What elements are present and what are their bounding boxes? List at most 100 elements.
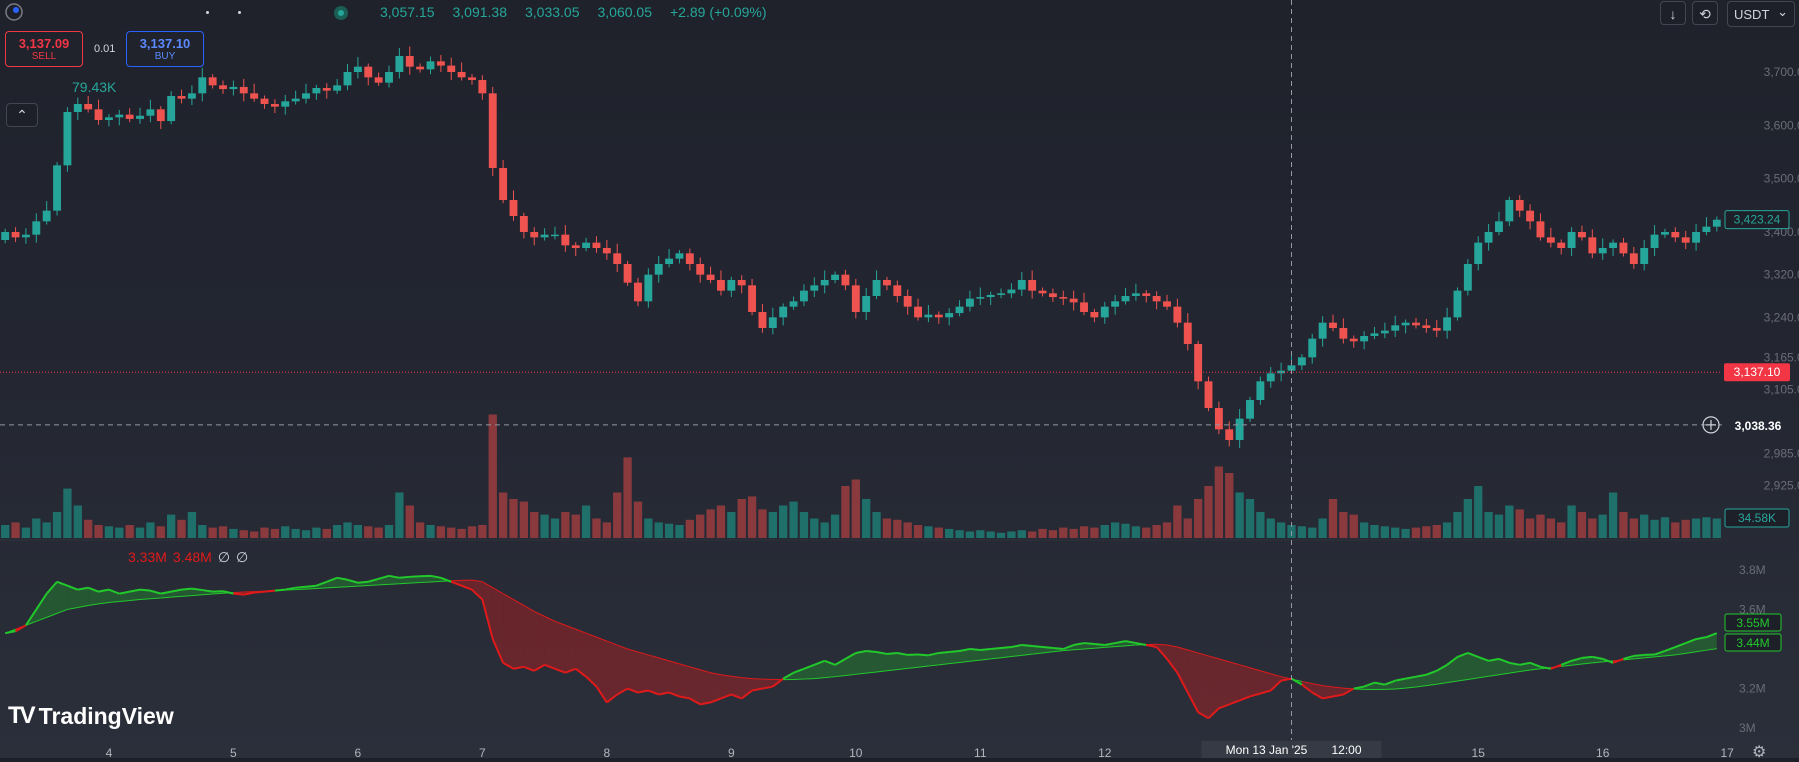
candle-body — [904, 296, 912, 307]
volume-bar — [1682, 520, 1690, 538]
volume-bar — [1526, 519, 1534, 539]
volume-bar — [1049, 530, 1057, 538]
candle-body — [115, 115, 123, 118]
candle-body — [1225, 429, 1233, 440]
candle-body — [1184, 323, 1192, 344]
indicator-fast-line — [1022, 645, 1032, 646]
buy-button[interactable]: 3,137.10 BUY — [126, 31, 204, 67]
volume-bar — [167, 515, 175, 538]
candle-body — [530, 232, 538, 237]
candle-body — [1215, 408, 1223, 429]
volume-bar — [1671, 522, 1679, 538]
candle-body — [613, 253, 621, 264]
indicator-fill — [638, 652, 648, 693]
candle-body — [1028, 280, 1036, 291]
candle-body — [1, 232, 9, 240]
volume-bar — [198, 525, 206, 538]
volume-bar — [1516, 509, 1524, 538]
volume-bar — [177, 520, 185, 538]
volume-bar — [32, 519, 40, 539]
volume-bar — [561, 512, 569, 538]
volume-bar — [364, 526, 372, 538]
volume-bar — [914, 525, 922, 538]
ohlc-low: 3,033.05 — [525, 4, 580, 20]
candle-body — [831, 275, 839, 280]
volume-bar — [115, 528, 123, 538]
volume-bar — [540, 515, 548, 538]
indicator-fill — [1229, 662, 1239, 705]
volume-bar — [406, 506, 414, 539]
app-logo-icon[interactable] — [4, 2, 24, 22]
indicator-fast-line — [182, 589, 192, 590]
volume-bar — [457, 529, 465, 538]
candle-body — [1205, 381, 1213, 408]
collapse-legend-button[interactable]: ⌃ — [6, 103, 38, 127]
candle-body — [84, 104, 92, 109]
candle-body — [1568, 232, 1576, 248]
volume-bar — [209, 528, 217, 538]
candle-body — [1474, 243, 1482, 264]
volume-bar — [489, 415, 497, 539]
candle-body — [1194, 344, 1202, 381]
volume-bar — [1246, 499, 1254, 538]
candle-body — [976, 297, 984, 299]
candle-body — [1329, 323, 1337, 328]
candle-body — [105, 117, 113, 120]
candle-body — [447, 66, 455, 72]
candle-body — [292, 99, 300, 102]
volume-bar — [499, 493, 507, 539]
volume-bar — [1484, 512, 1492, 538]
indicator-fill — [887, 653, 897, 671]
candle-body — [1298, 357, 1306, 365]
tradingview-logo[interactable]: TV TradingView — [8, 702, 174, 730]
volume-bar — [478, 525, 486, 538]
candle-body — [1236, 419, 1244, 440]
indicator-fast-line — [980, 649, 990, 650]
volume-bar — [644, 519, 652, 539]
download-button[interactable]: ↓ — [1660, 1, 1686, 25]
gear-icon[interactable]: ⚙ — [1752, 742, 1766, 762]
indicator-fill — [908, 655, 918, 669]
candle-body — [1422, 325, 1430, 328]
currency-select[interactable]: USDT ⌄ — [1727, 1, 1795, 27]
volume-bar — [1609, 493, 1617, 539]
volume-bar — [1339, 512, 1347, 538]
market-status-icon[interactable] — [334, 6, 348, 20]
volume-bar — [1547, 519, 1555, 539]
time-axis-tick: 5 — [230, 746, 237, 758]
volume-bar — [821, 522, 829, 538]
volume-bar — [1505, 506, 1513, 539]
volume-bar — [1121, 524, 1129, 538]
candle-body — [1142, 293, 1150, 296]
candle-body — [790, 301, 798, 306]
volume-bar — [1194, 499, 1202, 538]
volume-bar — [1080, 526, 1088, 538]
volume-bar — [1702, 517, 1710, 538]
volume-bar — [136, 528, 144, 538]
volume-bar — [738, 499, 746, 538]
sell-button[interactable]: 3,137.09 SELL — [5, 31, 83, 67]
indicator-slow-line — [316, 588, 326, 589]
indicator-fast-line — [1634, 655, 1644, 656]
candle-body — [1682, 237, 1690, 242]
sync-button[interactable]: ⟲ — [1692, 1, 1718, 25]
volume-bar — [1277, 522, 1285, 538]
indicator-fill — [617, 645, 627, 694]
volume-bar — [893, 520, 901, 538]
volume-bar — [1433, 525, 1441, 538]
indicator-slow-line — [348, 586, 358, 587]
volume-bar — [426, 525, 434, 538]
indicator-slow-line — [379, 584, 389, 585]
volume-bar — [157, 526, 165, 538]
candle-body — [281, 101, 289, 106]
indicator-slow-line — [368, 585, 378, 586]
price-axis-tick: 3,500.00 — [1764, 172, 1799, 186]
candle-body — [1059, 297, 1067, 299]
volume-bar — [1692, 519, 1700, 539]
candle-body — [1122, 296, 1130, 301]
volume-bar — [323, 529, 331, 538]
volume-bar — [551, 519, 559, 539]
indicator-fast-line — [233, 594, 243, 595]
